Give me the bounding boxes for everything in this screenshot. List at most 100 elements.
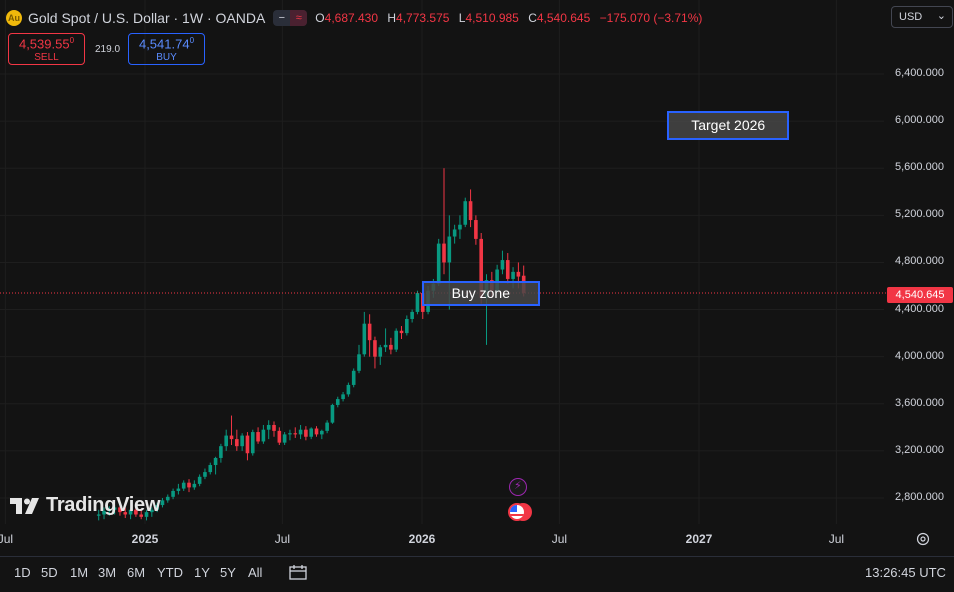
currency-select[interactable]: USD ⌄ <box>891 6 953 28</box>
wave-icon[interactable]: ≈ <box>290 10 308 26</box>
candle[interactable] <box>293 427 298 438</box>
time-tick-label: Jul <box>828 532 845 546</box>
candle[interactable] <box>208 462 213 475</box>
range-button-all[interactable]: All <box>248 565 263 580</box>
candle[interactable] <box>325 420 329 434</box>
candle[interactable] <box>442 168 446 275</box>
candle[interactable] <box>346 382 351 397</box>
candle[interactable] <box>123 507 128 519</box>
sell-button[interactable]: 4,539.550 SELL <box>8 33 85 65</box>
candle[interactable] <box>150 507 154 517</box>
candle[interactable] <box>357 344 361 374</box>
candle[interactable] <box>235 429 239 451</box>
candle[interactable] <box>197 474 202 487</box>
candle[interactable] <box>362 311 367 357</box>
candle[interactable] <box>383 328 388 352</box>
indicator-toggle[interactable]: − ≈ <box>273 10 308 26</box>
candle[interactable] <box>139 509 144 520</box>
candle[interactable] <box>144 509 149 521</box>
candle[interactable] <box>341 392 345 402</box>
candle[interactable] <box>134 505 138 517</box>
candle[interactable] <box>367 314 372 357</box>
clock[interactable]: 13:26:45 UTC <box>865 565 946 580</box>
candle[interactable] <box>181 480 186 491</box>
candle[interactable] <box>351 368 356 388</box>
range-button-1d[interactable]: 1D <box>14 565 31 580</box>
buy-button[interactable]: 4,541.740 BUY <box>128 33 205 65</box>
candle[interactable] <box>118 502 122 516</box>
candle[interactable] <box>261 424 266 444</box>
target-2026-box[interactable]: Target 2026 <box>667 110 790 140</box>
candle[interactable] <box>256 427 260 444</box>
candle[interactable] <box>250 429 255 456</box>
candle[interactable] <box>229 415 234 445</box>
candle[interactable] <box>266 420 271 440</box>
range-button-5y[interactable]: 5Y <box>220 565 236 580</box>
minus-icon[interactable]: − <box>278 12 286 24</box>
candle[interactable] <box>272 421 276 437</box>
candle-body <box>516 271 521 277</box>
candle[interactable] <box>96 509 101 521</box>
range-button-3m[interactable]: 3M <box>98 565 117 580</box>
lightning-event-icon[interactable]: ⚡ <box>509 478 527 496</box>
candle[interactable] <box>107 506 112 516</box>
range-button-1y[interactable]: 1Y <box>194 565 210 580</box>
candle[interactable] <box>277 427 282 445</box>
tradingview-logo[interactable]: TradingView <box>10 494 160 517</box>
candle[interactable] <box>187 479 191 493</box>
candle[interactable] <box>405 315 409 336</box>
candle[interactable] <box>474 215 478 245</box>
candle[interactable] <box>463 197 468 228</box>
candle[interactable] <box>102 507 106 520</box>
candle[interactable] <box>165 494 170 503</box>
candle-body <box>128 509 133 515</box>
symbol-title[interactable]: Gold Spot / U.S. Dollar · 1W · OANDA <box>28 10 266 26</box>
candle-body <box>229 435 234 440</box>
candle[interactable] <box>389 337 393 355</box>
candle[interactable] <box>219 443 223 463</box>
bottom-toolbar <box>0 556 954 592</box>
candle[interactable] <box>373 336 377 369</box>
candle[interactable] <box>282 432 287 445</box>
date-range-icon[interactable] <box>289 564 307 580</box>
candle[interactable] <box>500 250 505 275</box>
candle[interactable] <box>399 326 404 339</box>
range-button-1m[interactable]: 1M <box>70 565 89 580</box>
candle[interactable] <box>309 427 313 440</box>
candle[interactable] <box>213 456 218 475</box>
candle[interactable] <box>298 424 303 440</box>
candle[interactable] <box>436 238 441 286</box>
us-flag-event-icon[interactable] <box>508 503 526 521</box>
candle[interactable] <box>458 215 462 239</box>
range-button-ytd[interactable]: YTD <box>157 565 183 580</box>
candle[interactable] <box>505 253 510 284</box>
candle[interactable] <box>468 189 473 228</box>
range-button-6m[interactable]: 6M <box>127 565 146 580</box>
candle[interactable] <box>176 483 181 495</box>
candle[interactable] <box>415 290 420 315</box>
candle[interactable] <box>245 432 250 461</box>
candle[interactable] <box>192 480 197 490</box>
candle[interactable] <box>394 328 398 352</box>
candle[interactable] <box>378 344 383 365</box>
candle[interactable] <box>320 429 324 440</box>
candle[interactable] <box>330 403 335 424</box>
candle[interactable] <box>224 429 229 451</box>
buy-zone-box[interactable]: Buy zone <box>422 281 540 306</box>
candle[interactable] <box>288 429 292 441</box>
candle[interactable] <box>410 309 414 323</box>
candle[interactable] <box>160 498 165 508</box>
buy-price: 4,541.74 <box>138 36 190 52</box>
candle[interactable] <box>155 502 159 513</box>
candle[interactable] <box>128 507 133 520</box>
candle[interactable] <box>171 488 175 500</box>
candle[interactable] <box>203 468 207 480</box>
range-button-5d[interactable]: 5D <box>41 565 58 580</box>
candle[interactable] <box>240 433 244 451</box>
candle[interactable] <box>314 426 319 437</box>
candle[interactable] <box>335 396 340 408</box>
candle[interactable] <box>452 224 457 244</box>
chart-settings-icon[interactable] <box>915 531 931 547</box>
candle[interactable] <box>112 505 117 515</box>
candle[interactable] <box>304 426 308 441</box>
